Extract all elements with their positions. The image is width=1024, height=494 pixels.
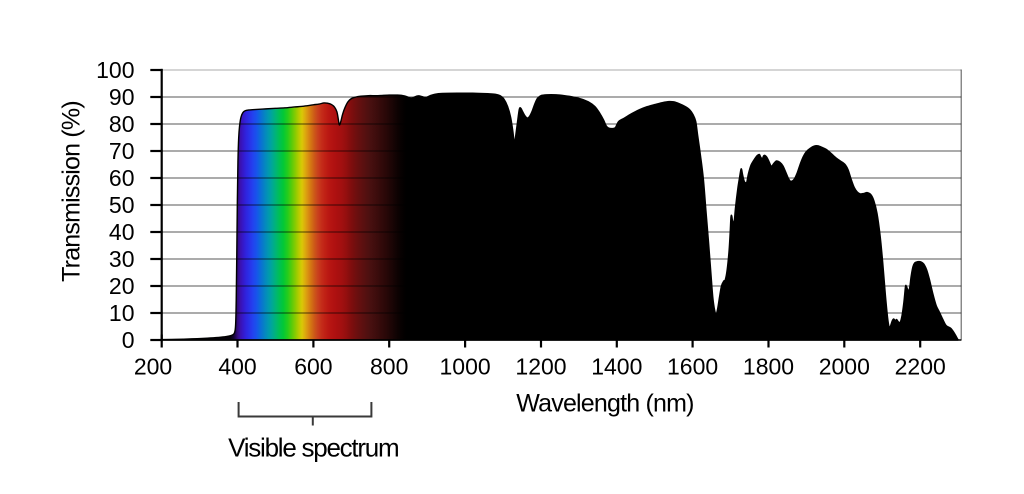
- svg-text:40: 40: [109, 219, 135, 245]
- svg-text:20: 20: [109, 273, 135, 299]
- svg-text:400: 400: [218, 354, 256, 380]
- svg-text:2200: 2200: [895, 354, 946, 380]
- svg-text:1600: 1600: [667, 354, 718, 380]
- svg-text:1000: 1000: [440, 354, 491, 380]
- svg-text:50: 50: [109, 192, 135, 218]
- svg-text:30: 30: [109, 246, 135, 272]
- svg-text:200: 200: [134, 354, 172, 380]
- svg-text:Visible spectrum: Visible spectrum: [228, 433, 398, 463]
- svg-text:Transmission (%): Transmission (%): [58, 101, 86, 282]
- svg-text:10: 10: [109, 300, 135, 326]
- svg-text:Wavelength (nm): Wavelength (nm): [516, 390, 693, 418]
- svg-text:1800: 1800: [743, 354, 794, 380]
- svg-text:90: 90: [109, 84, 135, 110]
- svg-text:80: 80: [109, 111, 135, 137]
- svg-text:100: 100: [96, 57, 134, 83]
- svg-text:60: 60: [109, 165, 135, 191]
- svg-text:2000: 2000: [819, 354, 870, 380]
- svg-text:600: 600: [294, 354, 332, 380]
- svg-text:1200: 1200: [515, 354, 566, 380]
- svg-text:0: 0: [122, 327, 135, 353]
- svg-text:70: 70: [109, 138, 135, 164]
- svg-text:1400: 1400: [591, 354, 642, 380]
- svg-text:800: 800: [370, 354, 408, 380]
